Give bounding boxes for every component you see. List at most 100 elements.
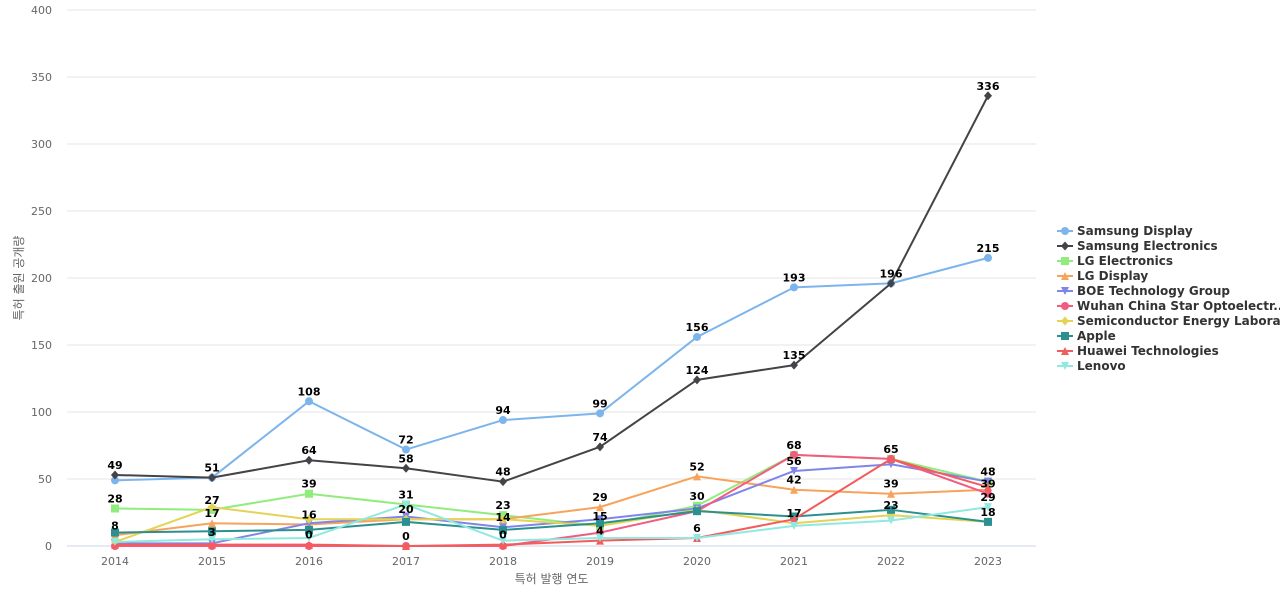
data-point[interactable] — [305, 540, 313, 549]
data-point[interactable] — [111, 537, 119, 546]
data-label: 30 — [689, 490, 705, 503]
data-labels: 4928851271731086439160725831200944823140… — [107, 80, 999, 543]
data-point[interactable] — [402, 517, 410, 526]
legend-item[interactable]: BOE Technology Group — [1057, 284, 1230, 298]
data-point[interactable] — [402, 445, 410, 454]
data-label: 6 — [693, 522, 701, 535]
data-point[interactable] — [984, 489, 992, 498]
data-point[interactable] — [499, 477, 507, 487]
data-point[interactable] — [208, 473, 216, 483]
data-point[interactable] — [887, 505, 895, 514]
data-point[interactable] — [984, 253, 992, 262]
legend-item[interactable]: Semiconductor Energy Labora... — [1057, 314, 1280, 328]
data-label: 18 — [980, 506, 995, 519]
data-point[interactable] — [596, 519, 604, 528]
legend-marker — [1061, 272, 1069, 280]
data-point[interactable] — [499, 536, 507, 545]
data-point[interactable] — [111, 504, 119, 513]
data-point[interactable] — [111, 528, 119, 537]
data-point[interactable] — [596, 515, 604, 524]
data-label: 49 — [107, 459, 122, 472]
data-point[interactable] — [984, 91, 992, 101]
data-label: 65 — [883, 443, 898, 456]
legend-label: Apple — [1077, 329, 1116, 343]
data-point[interactable] — [596, 503, 604, 512]
data-point[interactable] — [305, 514, 313, 524]
data-point[interactable] — [693, 533, 701, 542]
data-point[interactable] — [887, 516, 895, 525]
data-point[interactable] — [984, 483, 992, 492]
data-point[interactable] — [305, 397, 313, 406]
data-point[interactable] — [790, 466, 798, 475]
data-point[interactable] — [790, 450, 798, 459]
data-point[interactable] — [984, 477, 992, 486]
series-group — [111, 500, 992, 546]
data-point[interactable] — [305, 525, 313, 534]
data-point[interactable] — [790, 283, 798, 292]
data-point[interactable] — [887, 489, 895, 498]
data-point[interactable] — [790, 515, 798, 524]
data-point[interactable] — [208, 540, 216, 549]
data-label: 48 — [495, 466, 510, 479]
data-point[interactable] — [208, 535, 216, 544]
data-point[interactable] — [208, 519, 216, 528]
data-point[interactable] — [402, 463, 410, 473]
x-tick-label: 2015 — [198, 555, 226, 568]
legend-item[interactable]: LG Display — [1057, 269, 1148, 283]
data-label: 39 — [883, 478, 898, 491]
data-label: 4 — [596, 525, 604, 538]
data-point[interactable] — [305, 455, 313, 465]
x-tick-label: 2016 — [295, 555, 323, 568]
data-label: 336 — [977, 80, 1000, 93]
data-point[interactable] — [305, 489, 313, 498]
y-axis-title: 특허 출원 공개량 — [12, 236, 26, 321]
legend-item[interactable]: Samsung Display — [1057, 224, 1193, 238]
data-point[interactable] — [887, 278, 895, 288]
legend-item[interactable]: Lenovo — [1057, 359, 1126, 373]
data-point[interactable] — [790, 360, 798, 370]
legend-label: Wuhan China Star Optoelectr... — [1077, 299, 1280, 313]
data-point[interactable] — [693, 507, 701, 516]
data-point[interactable] — [499, 514, 507, 524]
data-label: 42 — [786, 474, 801, 487]
data-point[interactable] — [499, 525, 507, 534]
data-point[interactable] — [596, 442, 604, 452]
legend-item[interactable]: Apple — [1057, 329, 1116, 343]
data-label: 39 — [980, 478, 995, 491]
data-label: 20 — [398, 503, 414, 516]
data-point[interactable] — [402, 542, 410, 550]
data-point[interactable] — [693, 472, 701, 481]
y-tick-label: 400 — [31, 4, 52, 17]
data-point[interactable] — [984, 517, 992, 526]
y-tick-label: 350 — [31, 71, 52, 84]
legend-item[interactable]: Samsung Electronics — [1057, 239, 1218, 253]
data-point[interactable] — [402, 500, 410, 509]
legend-label: Huawei Technologies — [1077, 344, 1219, 358]
data-point[interactable] — [499, 540, 507, 549]
legend-marker — [1061, 362, 1069, 370]
data-label: 16 — [301, 509, 317, 522]
data-point[interactable] — [790, 485, 798, 494]
data-point[interactable] — [208, 527, 216, 536]
legend-item[interactable]: Wuhan China Star Optoelectr... — [1057, 299, 1280, 313]
x-tick-label: 2022 — [877, 555, 905, 568]
data-point[interactable] — [790, 521, 798, 530]
data-point[interactable] — [111, 470, 119, 480]
data-point[interactable] — [693, 332, 701, 341]
data-point[interactable] — [693, 375, 701, 385]
data-point[interactable] — [499, 416, 507, 425]
data-point[interactable] — [208, 502, 216, 512]
data-point[interactable] — [887, 454, 895, 463]
data-label: 51 — [204, 462, 219, 475]
series-line — [114, 95, 989, 483]
series-line — [115, 457, 989, 547]
data-point[interactable] — [111, 476, 119, 485]
series-line — [115, 453, 989, 547]
legend-item[interactable]: Huawei Technologies — [1057, 344, 1219, 358]
data-point[interactable] — [596, 409, 604, 418]
data-point[interactable] — [305, 533, 313, 542]
legend-item[interactable]: LG Electronics — [1057, 254, 1173, 268]
data-point[interactable] — [984, 503, 992, 512]
data-point[interactable] — [596, 533, 604, 542]
